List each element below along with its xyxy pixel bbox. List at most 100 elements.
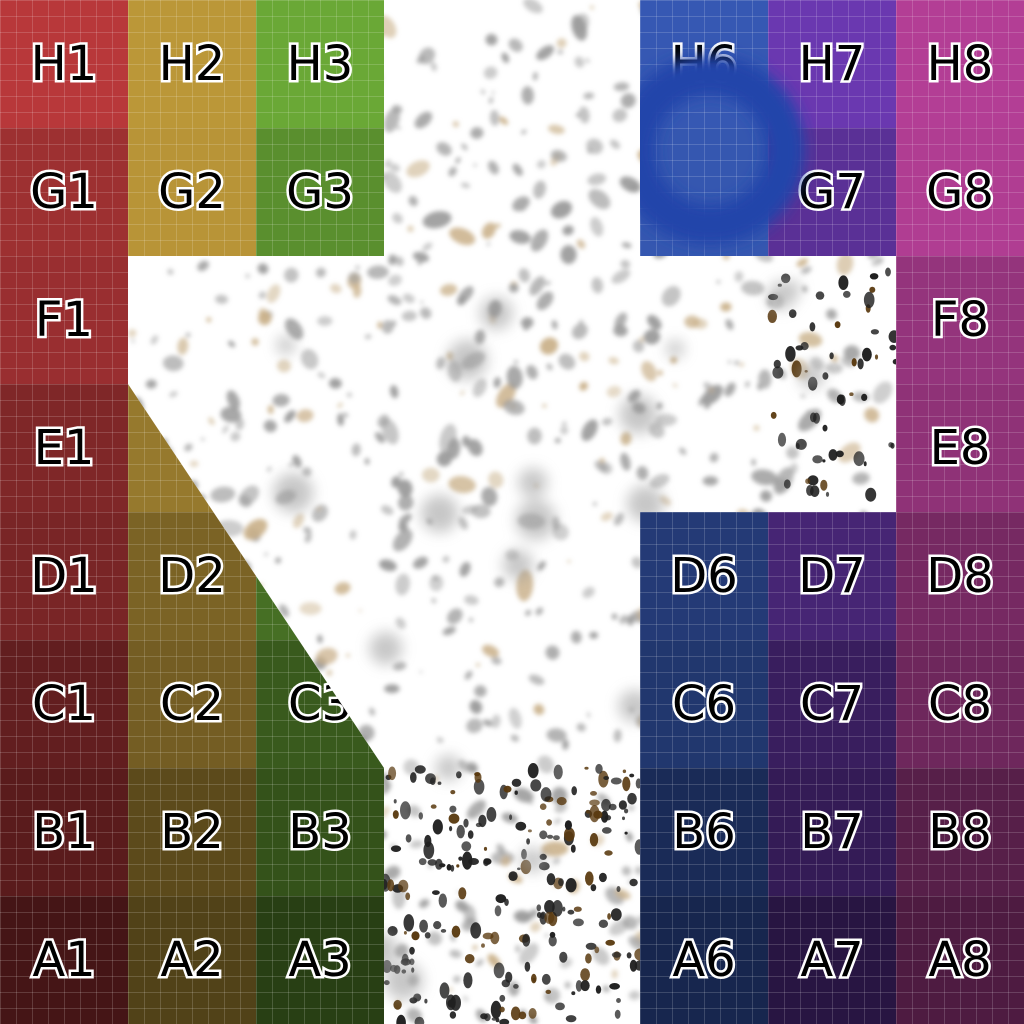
speckle-mark [475, 663, 481, 667]
speckle-mark [796, 258, 809, 267]
speckle-mark [159, 905, 171, 913]
speckle-mark [277, 699, 290, 713]
cell-label-g3: G3 [284, 164, 357, 220]
speckle-mark [293, 980, 307, 991]
speckle-mark [672, 383, 678, 388]
speckle-mark [301, 802, 305, 806]
speckle-mark [208, 417, 215, 426]
speckle-mark [315, 647, 338, 665]
speckle-mark [865, 809, 873, 818]
dark-speckle-mark [546, 873, 556, 886]
speckle-mark [156, 224, 169, 235]
speckle-mark [858, 117, 874, 128]
speckle-mark [472, 945, 478, 950]
speckle-mark [153, 772, 172, 796]
speckle-mark [145, 379, 157, 389]
speckle-mark [692, 794, 703, 806]
speckle-mark [535, 607, 544, 616]
speckle-mark [458, 286, 474, 304]
speckle-mark [312, 1016, 319, 1021]
speckle-mark [620, 93, 636, 109]
speckle-mark [611, 613, 618, 620]
cell-label-b8: B8 [926, 804, 995, 860]
dark-speckle-mark [553, 835, 560, 841]
speckle-mark [754, 681, 772, 713]
speckle-mark [491, 656, 502, 665]
dark-speckle-mark [449, 805, 457, 813]
cell-label-h7: H7 [796, 36, 868, 92]
speckle-mark [452, 120, 459, 128]
speckle-mark [827, 605, 833, 613]
dark-speckle-mark [430, 804, 437, 809]
speckle-mark [373, 145, 378, 150]
speckle-mark [371, 74, 382, 87]
speckle-mark [221, 35, 243, 55]
speckle-mark [862, 817, 867, 821]
speckle-mark [346, 392, 353, 398]
speckle-mark [389, 385, 399, 399]
speckle-mark [419, 670, 423, 673]
speckle-mark [866, 150, 870, 155]
dark-speckle-mark [546, 819, 552, 826]
dark-speckle-mark [509, 814, 513, 820]
speckle-mark [395, 573, 411, 596]
speckle-mark [578, 319, 584, 326]
speckle-mark [510, 734, 519, 742]
speckle-mark [859, 156, 871, 169]
dark-speckle-mark [834, 321, 841, 329]
speckle-mark [837, 524, 844, 532]
dark-speckle-mark [536, 904, 542, 912]
speckle-mark [351, 968, 364, 982]
dark-speckle-mark [585, 953, 592, 964]
speckle-mark [579, 381, 588, 391]
speckle-mark [647, 991, 657, 1002]
blur-blob-mark [767, 281, 796, 310]
cell-label-a6: A6 [670, 932, 738, 988]
speckle-mark [875, 641, 891, 656]
speckle-mark [777, 586, 789, 599]
speckle-mark [673, 979, 686, 992]
speckle-mark [317, 316, 333, 326]
dark-speckle-mark [424, 932, 431, 939]
dark-speckle-mark [446, 994, 456, 1011]
cell-label-c6: C6 [669, 676, 738, 732]
speckle-mark [244, 976, 249, 982]
speckle-mark [235, 418, 245, 431]
speckle-mark [337, 735, 347, 746]
speckle-mark [500, 855, 511, 867]
speckle-mark [848, 998, 864, 1010]
speckle-mark [601, 418, 613, 426]
speckle-mark [215, 599, 221, 604]
dark-speckle-mark [888, 442, 894, 448]
speckle-mark [257, 583, 263, 588]
speckle-mark [779, 914, 795, 932]
speckle-mark [292, 455, 302, 468]
speckle-mark [480, 89, 486, 95]
speckle-mark [747, 788, 766, 803]
speckle-mark [275, 557, 282, 564]
speckle-mark [586, 138, 603, 155]
speckle-mark [523, 0, 543, 14]
speckle-mark [798, 685, 816, 701]
dark-speckle-mark [585, 942, 597, 950]
speckle-mark [234, 636, 247, 656]
dark-speckle-mark [515, 821, 527, 831]
speckle-mark [448, 166, 457, 177]
speckle-mark [508, 38, 523, 52]
speckle-mark [183, 984, 193, 993]
dark-speckle-mark [456, 864, 460, 868]
speckle-mark [309, 83, 324, 98]
cell-label-c7: C7 [797, 676, 866, 732]
speckle-mark [546, 728, 567, 743]
speckle-mark [641, 361, 657, 382]
speckle-mark [408, 195, 418, 207]
speckle-mark [709, 388, 714, 393]
speckle-mark [521, 86, 534, 105]
cell-label-a1: A1 [30, 932, 98, 988]
dark-speckle-mark [424, 998, 428, 1004]
speckle-mark [144, 533, 151, 540]
speckle-mark [787, 758, 801, 770]
speckle-mark [453, 975, 461, 983]
speckle-mark [836, 18, 843, 29]
blue-ring-shape [615, 55, 805, 245]
